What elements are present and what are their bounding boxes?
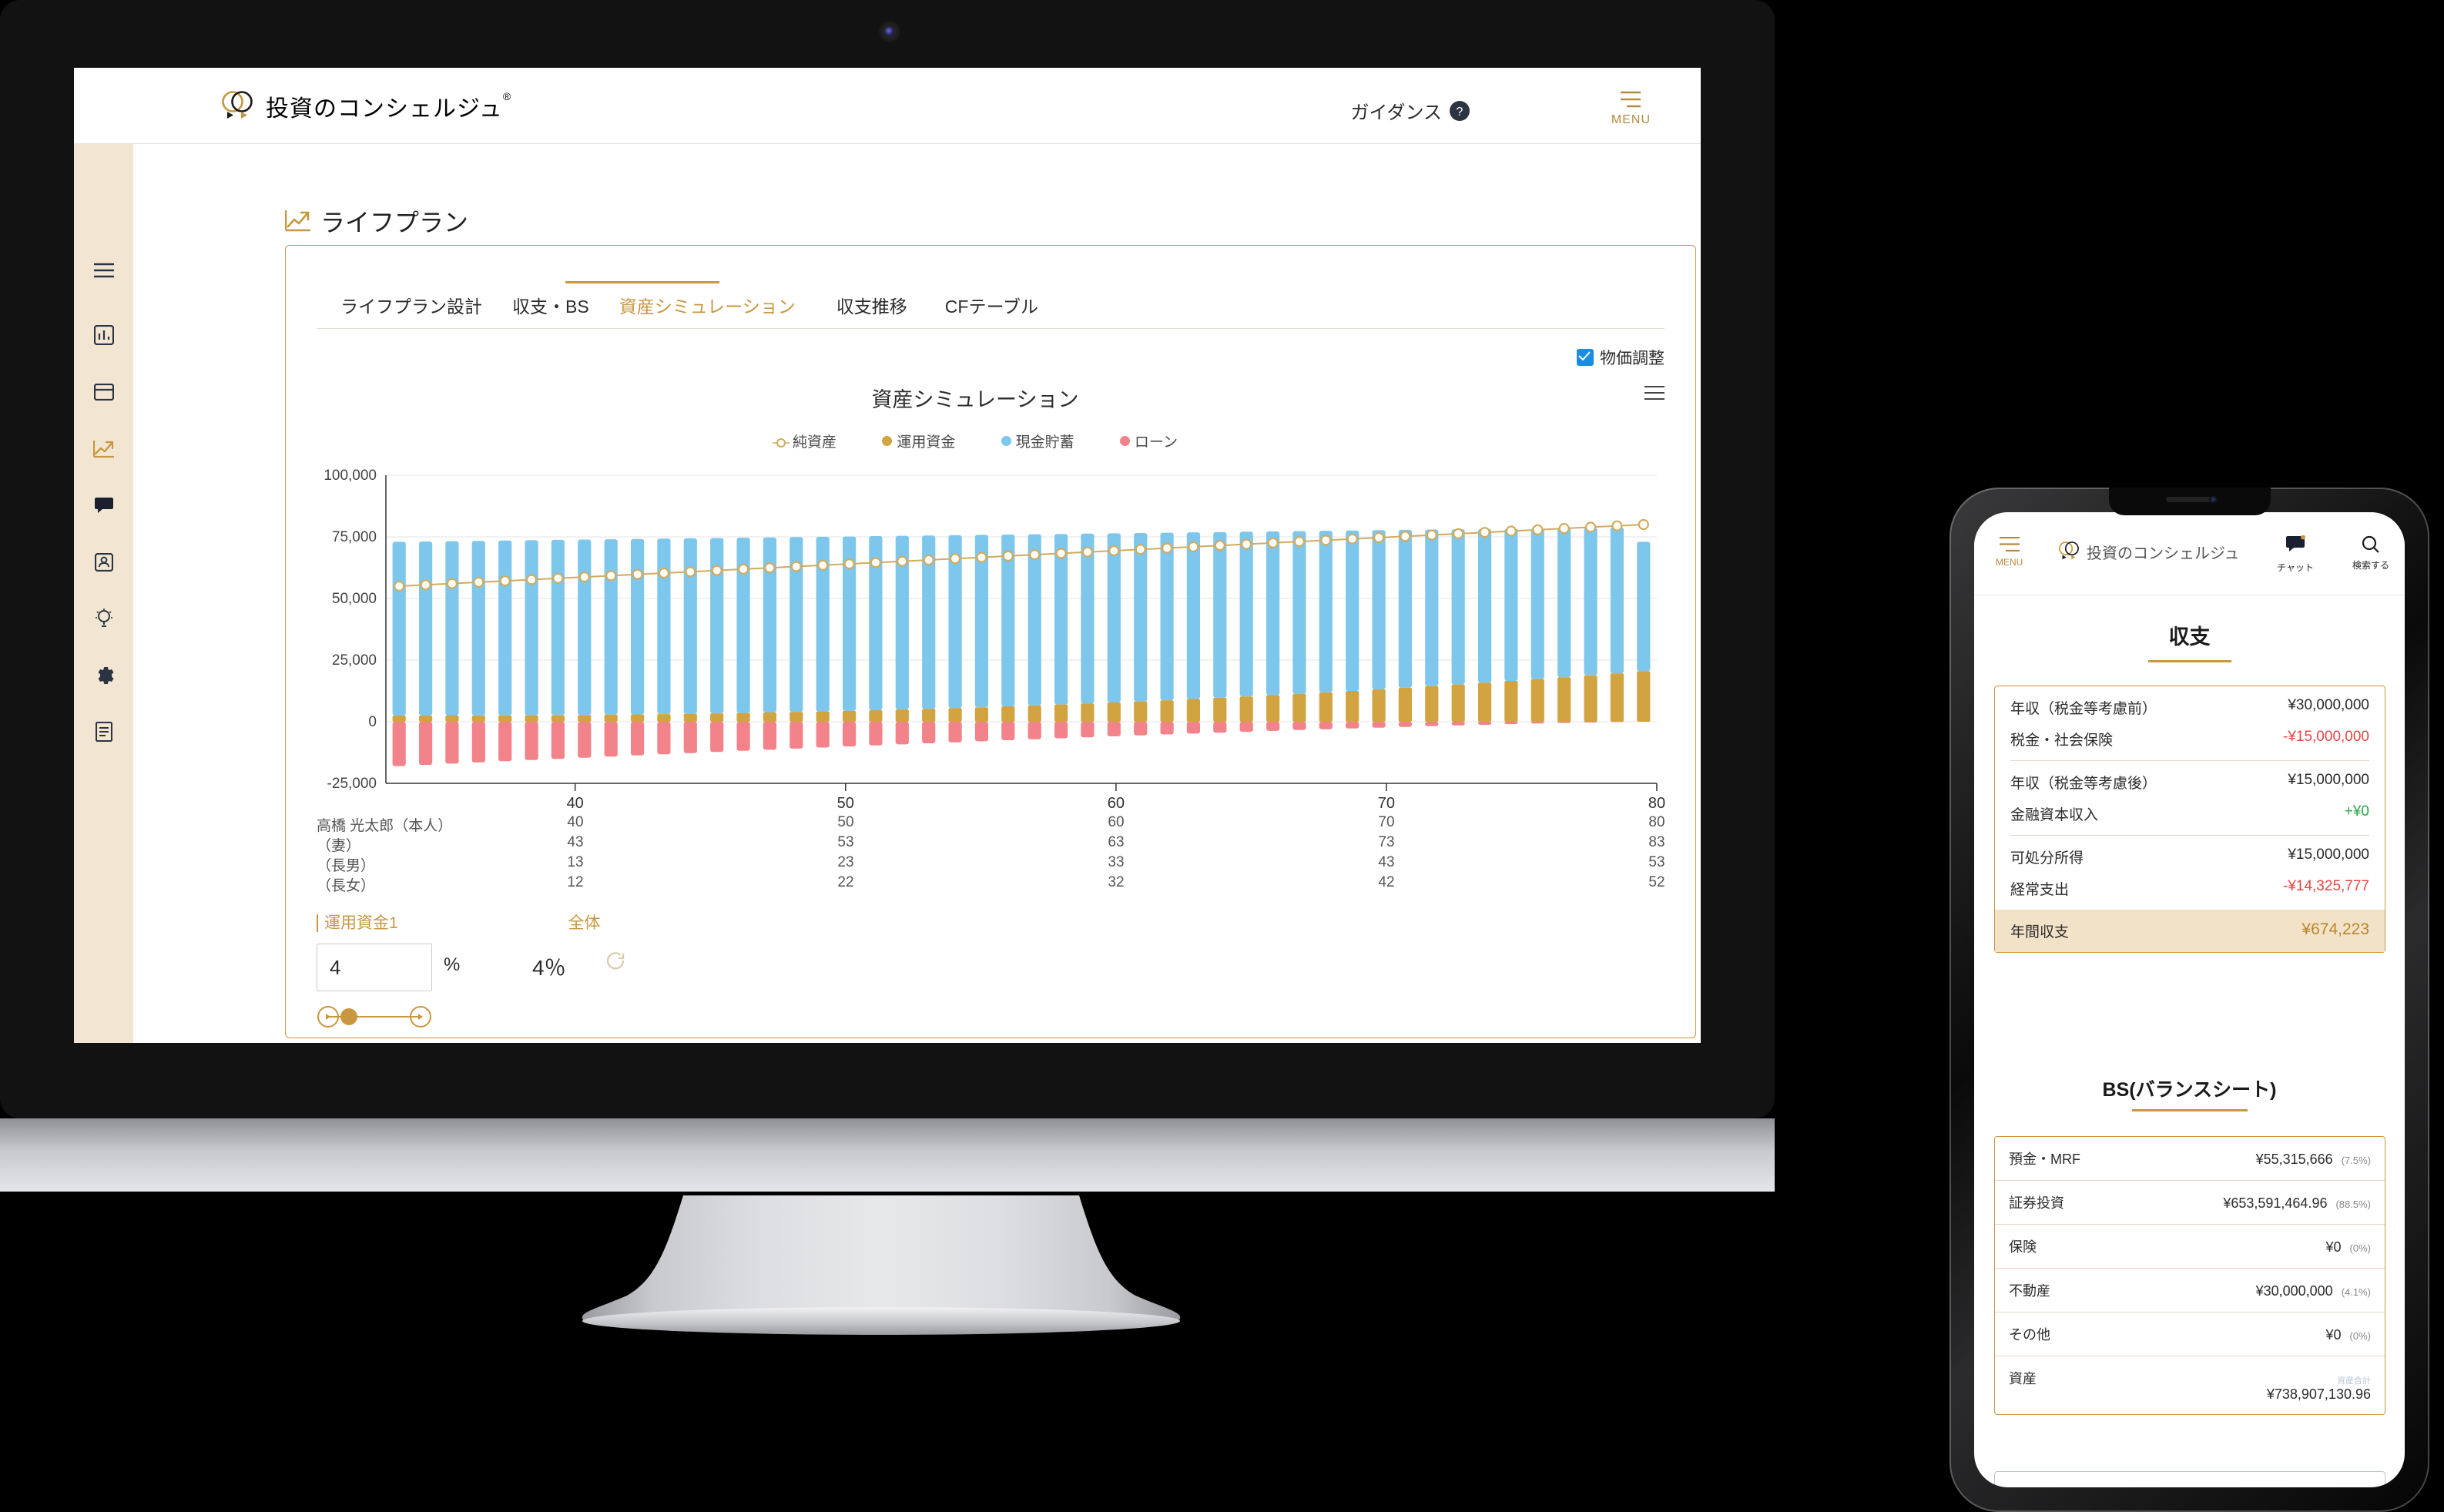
svg-text:-25,000: -25,000 — [327, 776, 377, 792]
svg-text:?: ? — [1457, 106, 1463, 119]
svg-text:70: 70 — [1378, 795, 1395, 812]
svg-text:75,000: 75,000 — [332, 529, 377, 545]
svg-text:80: 80 — [1648, 795, 1665, 812]
svg-text:50: 50 — [837, 795, 854, 812]
svg-text:25,000: 25,000 — [332, 652, 377, 669]
svg-text:60: 60 — [1108, 795, 1125, 812]
svg-text:100,000: 100,000 — [324, 468, 377, 484]
svg-text:0: 0 — [368, 714, 377, 730]
svg-text:50,000: 50,000 — [332, 591, 377, 607]
svg-text:40: 40 — [567, 795, 584, 812]
